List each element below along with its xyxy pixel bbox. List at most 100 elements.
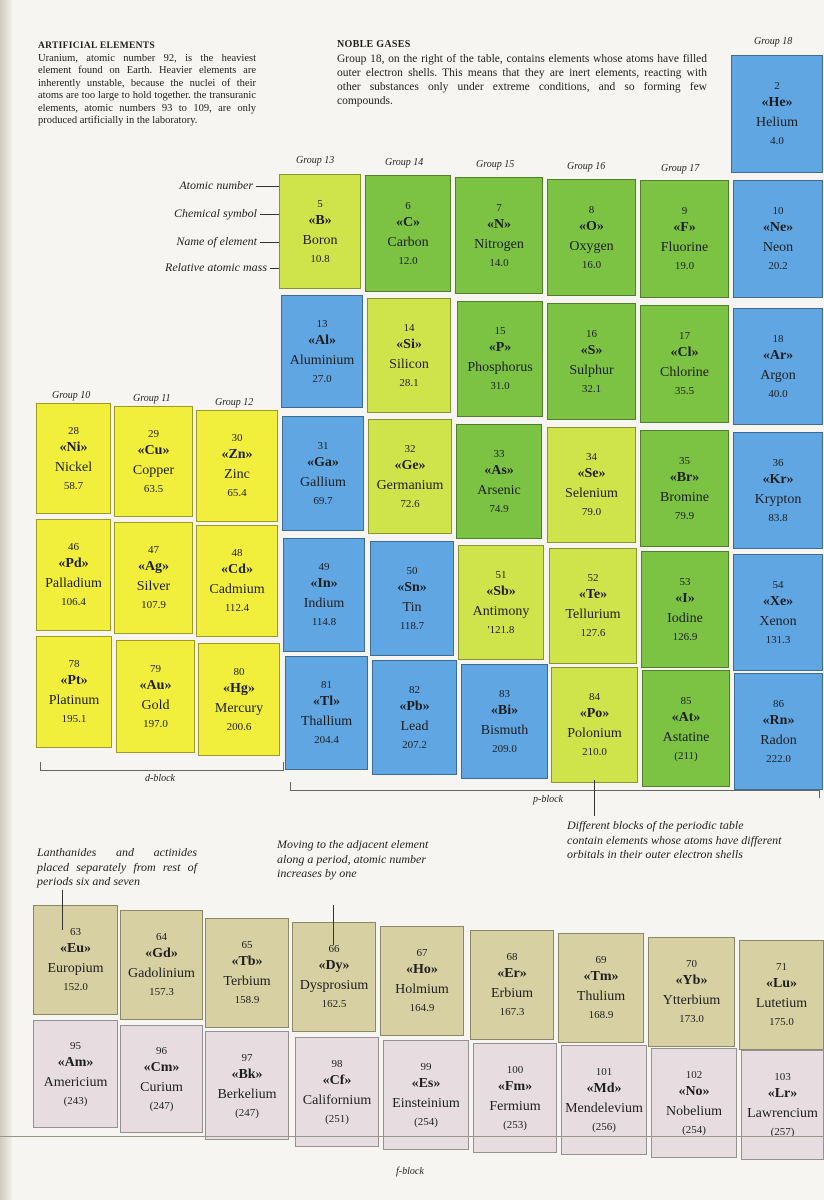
element-tile-ne: 10 «Ne» Neon 20.2 (733, 180, 823, 298)
atomic-mass: (254) (682, 1124, 706, 1136)
atomic-mass: 69.7 (313, 494, 333, 507)
atomic-mass: 204.4 (314, 734, 339, 746)
atomic-mass: (253) (503, 1119, 527, 1131)
lanthanides-note: Lanthanides and actinides placed separat… (37, 845, 197, 888)
chemical-symbol: «Lu» (765, 976, 798, 991)
atomic-number: 64 (156, 931, 167, 943)
element-tile-ag: 47 «Ag» Silver 107.9 (114, 522, 193, 634)
element-name: Xenon (759, 613, 797, 629)
atomic-number: 14 (403, 321, 415, 334)
chemical-symbol: «Cf» (322, 1073, 352, 1088)
d-block-bracket (40, 770, 284, 771)
atomic-number: 65 (241, 939, 253, 951)
atomic-mass: (257) (770, 1126, 795, 1138)
element-name: Curium (140, 1080, 183, 1095)
element-tile-cl: 17 «Cl» Chlorine 35.5 (640, 305, 729, 423)
atomic-mass: 175.0 (769, 1016, 794, 1028)
blocks-note: Different blocks of the periodic table c… (567, 818, 782, 861)
chemical-symbol: «Au» (139, 677, 172, 693)
element-tile-cm: 96 «Cm» Curium (247) (120, 1025, 203, 1133)
element-name: Radon (760, 732, 797, 748)
f-block-baseline (0, 1136, 824, 1137)
atomic-mass: 118.7 (399, 619, 425, 632)
element-tile-o: 8 «O» Oxygen 16.0 (547, 179, 636, 296)
atomic-number: 13 (316, 317, 328, 330)
element-tile-cu: 29 «Cu» Copper 63.5 (114, 406, 193, 517)
noble-gases-heading: NOBLE GASES (337, 39, 411, 50)
chemical-symbol: «Kr» (762, 471, 794, 487)
element-tile-as: 33 «As» Arsenic 74.9 (456, 424, 542, 539)
element-tile-zn: 30 «Zn» Zinc 65.4 (196, 410, 278, 522)
atomic-mass: 195.1 (61, 713, 87, 725)
element-tile-s: 16 «S» Sulphur 32.1 (547, 303, 636, 420)
element-name: Lead (400, 718, 429, 734)
atomic-number: 66 (328, 943, 340, 955)
chemical-symbol: «Md» (586, 1081, 622, 1096)
f-block-label: f-block (396, 1166, 424, 1177)
element-name: Cadmium (209, 582, 265, 597)
element-name: Copper (132, 462, 175, 478)
atomic-mass: 131.3 (765, 633, 791, 646)
element-name: Bismuth (480, 722, 529, 738)
element-tile-ni: 28 «Ni» Nickel 58.7 (36, 403, 111, 514)
element-tile-f: 9 «F» Fluorine 19.0 (640, 180, 729, 298)
atomic-mass: 164.9 (409, 1002, 435, 1014)
element-tile-cd: 48 «Cd» Cadmium 112.4 (196, 525, 278, 637)
element-tile-cf: 98 «Cf» Californium (251) (295, 1037, 379, 1147)
group-13-label: Group 13 (296, 155, 335, 166)
atomic-number: 9 (681, 205, 688, 217)
atomic-mass: 63.5 (143, 482, 164, 495)
element-name: Krypton (754, 491, 802, 507)
chemical-symbol: «Dy» (318, 958, 350, 973)
chemical-symbol: «Hg» (223, 680, 255, 696)
element-name: Europium (47, 961, 104, 976)
element-tile-bi: 83 «Bi» Bismuth 209.0 (461, 664, 548, 779)
atomic-number: 31 (317, 439, 329, 452)
element-name: Neon (762, 240, 794, 255)
atomic-number: 47 (148, 544, 159, 556)
atomic-mass: 27.0 (312, 372, 332, 385)
atomic-mass: (251) (325, 1113, 349, 1125)
element-name: Helium (756, 115, 798, 130)
element-name: Aluminium (289, 352, 355, 368)
chemical-symbol: «P» (488, 340, 512, 355)
element-name: Holmium (395, 982, 449, 997)
atomic-mass: (211) (674, 749, 698, 762)
chemical-symbol: «Ni» (59, 439, 88, 455)
atomic-number: 28 (68, 424, 79, 437)
chemical-symbol: «N» (486, 216, 512, 232)
element-name: Erbium (491, 986, 533, 1001)
element-tile-he: 2 «He» Helium 4.0 (731, 55, 823, 173)
element-name: Gold (141, 697, 170, 713)
chemical-symbol: «B» (308, 212, 332, 228)
element-name: Dysprosium (299, 978, 369, 993)
atomic-number: 97 (241, 1051, 253, 1064)
element-name: Thulium (576, 989, 626, 1004)
element-name: Sulphur (569, 362, 614, 378)
element-name: Terbium (223, 974, 271, 989)
chemical-symbol: «Eu» (59, 941, 92, 956)
element-tile-eu: 63 «Eu» Europium 152.0 (33, 905, 118, 1015)
chemical-symbol: «Rn» (762, 712, 795, 728)
atomic-number: 51 (495, 568, 507, 581)
legend-relative-atomic-mass: Relative atomic mass (165, 260, 267, 274)
element-tile-si: 14 «Si» Silicon 28.1 (367, 298, 451, 413)
d-block-bracket-tick (283, 762, 284, 770)
atomic-mass: 65.4 (227, 487, 247, 499)
element-name: Nickel (54, 459, 93, 475)
element-tile-in: 49 «In» Indium 114.8 (283, 538, 365, 652)
element-name: Nobelium (666, 1104, 722, 1119)
element-name: Bromine (660, 489, 709, 505)
atomic-number: 98 (331, 1058, 343, 1070)
element-tile-bk: 97 «Bk» Berkelium (247) (205, 1031, 289, 1140)
element-name: Zinc (224, 467, 250, 482)
chemical-symbol: «Ge» (394, 457, 426, 473)
chemical-symbol: «Ne» (762, 220, 794, 235)
chemical-symbol: «Yb» (675, 973, 708, 988)
chemical-symbol: «Bi» (490, 702, 519, 718)
element-name: Chlorine (660, 365, 709, 380)
noble-gases-body: Group 18, on the right of the table, con… (337, 53, 707, 107)
atomic-mass: 32.1 (581, 382, 602, 395)
element-tile-ge: 32 «Ge» Germanium 72.6 (368, 419, 452, 534)
element-tile-pb: 82 «Pb» Lead 207.2 (372, 660, 457, 775)
